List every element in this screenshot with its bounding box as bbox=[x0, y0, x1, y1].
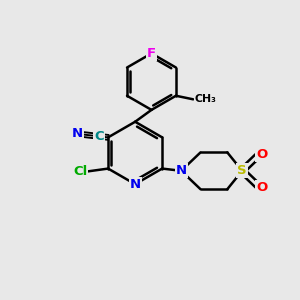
Text: CH₃: CH₃ bbox=[194, 94, 216, 104]
Text: S: S bbox=[237, 164, 247, 177]
Text: Cl: Cl bbox=[73, 165, 87, 178]
Text: N: N bbox=[130, 178, 141, 191]
Text: N: N bbox=[176, 164, 187, 177]
Text: O: O bbox=[256, 181, 267, 194]
Text: N: N bbox=[72, 127, 83, 140]
Text: F: F bbox=[147, 47, 156, 60]
Text: C: C bbox=[94, 130, 104, 143]
Text: O: O bbox=[256, 148, 267, 161]
